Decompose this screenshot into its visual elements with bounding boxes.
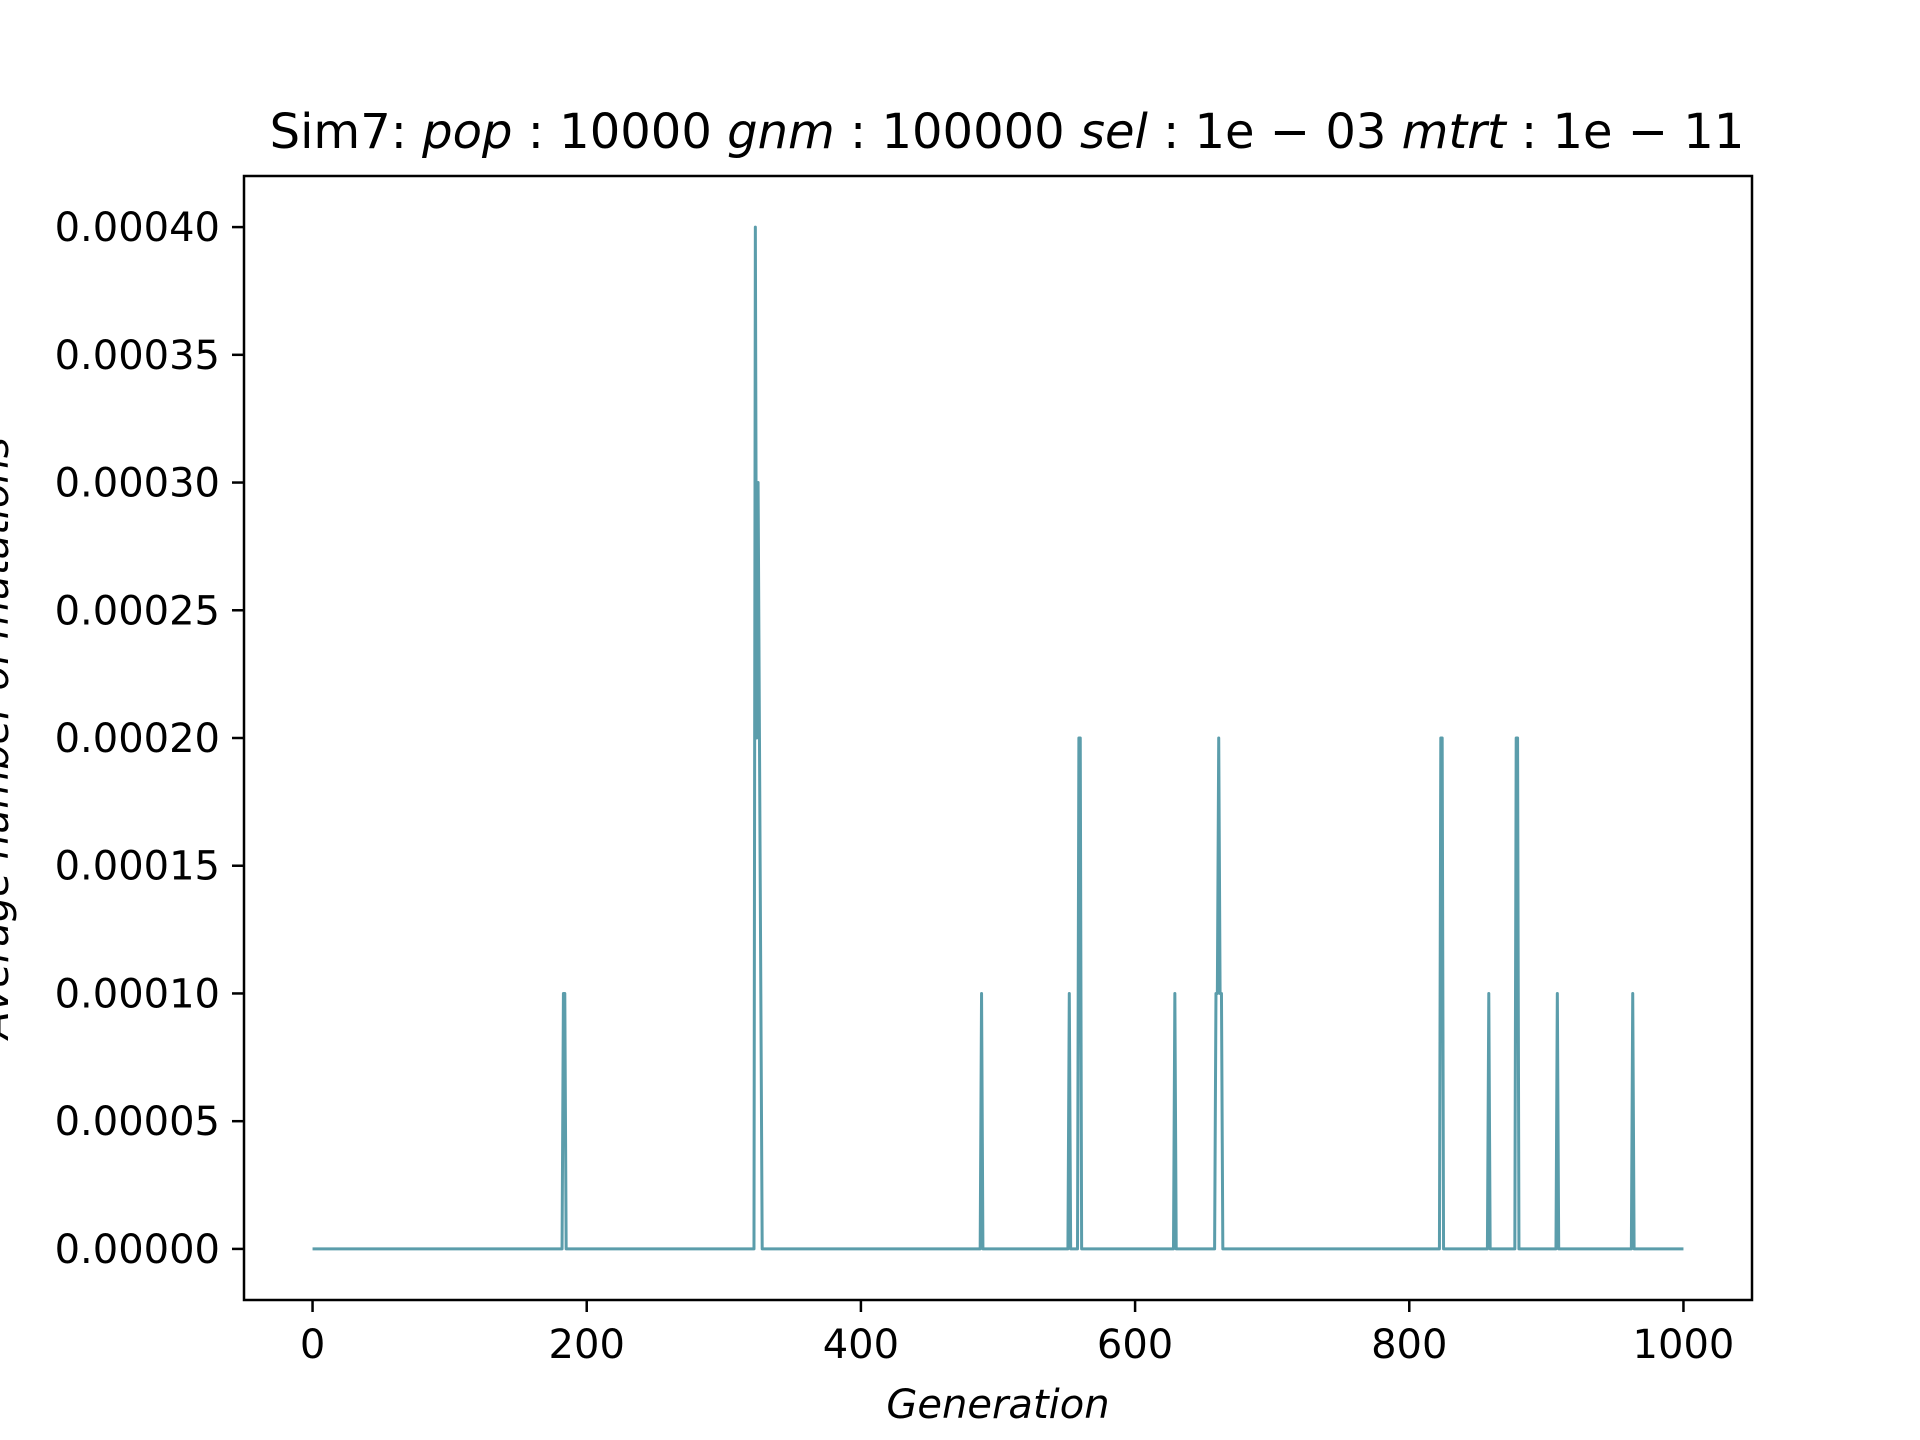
title-param-sel: sel	[1065, 104, 1149, 160]
y-tick-label: 0.00040	[55, 205, 220, 251]
x-tick-label: 0	[300, 1322, 325, 1368]
x-tick-label: 600	[1097, 1322, 1173, 1368]
title-param-pop: pop	[421, 104, 512, 160]
title-value-mtrt: : 1e − 11	[1506, 104, 1745, 160]
x-axis-label: Generation	[886, 1382, 1109, 1428]
y-axis-label: Average number of mutations	[0, 437, 18, 1041]
x-axis: 0 200 400 600 800 1000	[300, 1300, 1735, 1368]
title-value-pop: : 10000	[512, 104, 711, 160]
y-axis: 0.00000 0.00005 0.00010 0.00015 0.00020 0.000…	[55, 205, 244, 1273]
y-tick-label: 0.00005	[55, 1099, 220, 1145]
series-line	[312, 225, 1684, 1251]
title-prefix: Sim7:	[270, 104, 423, 160]
title-param-gnm: gnm	[712, 104, 835, 160]
title-param-mtrt: mtrt	[1386, 104, 1508, 160]
y-tick-label: 0.00025	[55, 588, 220, 634]
title-value-gnm: : 100000	[835, 104, 1065, 160]
y-tick-label: 0.00015	[55, 844, 220, 890]
x-tick-label: 200	[549, 1322, 625, 1368]
chart-title: Sim7: pop : 10000 gnm : 100000 sel : 1e …	[270, 104, 1745, 160]
y-tick-label: 0.00030	[55, 461, 220, 507]
y-tick-label: 0.00035	[55, 333, 220, 379]
y-tick-label: 0.00000	[55, 1227, 220, 1273]
title-value-sel: : 1e − 03	[1148, 104, 1387, 160]
y-tick-label: 0.00010	[55, 971, 220, 1017]
x-tick-label: 1000	[1633, 1322, 1735, 1368]
x-tick-label: 800	[1371, 1322, 1447, 1368]
y-tick-label: 0.00020	[55, 716, 220, 762]
x-tick-label: 400	[823, 1322, 899, 1368]
